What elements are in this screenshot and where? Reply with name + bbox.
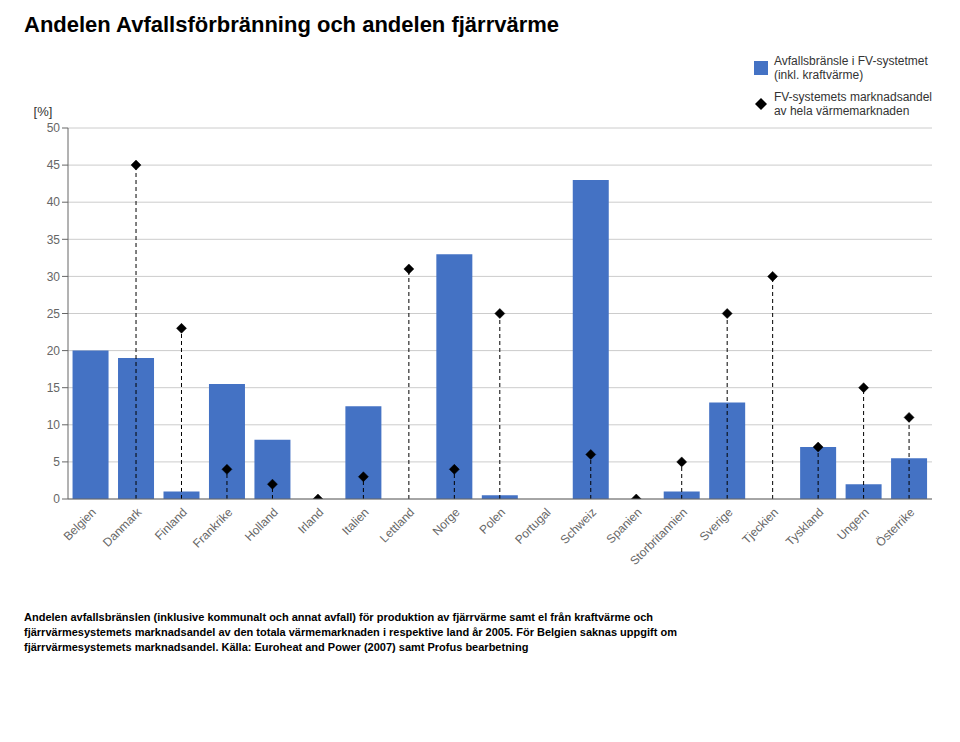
svg-text:10: 10 xyxy=(47,418,61,432)
svg-text:30: 30 xyxy=(47,270,61,284)
svg-text:50: 50 xyxy=(47,121,61,135)
svg-text:Tjeckien: Tjeckien xyxy=(739,505,780,546)
svg-text:Italien: Italien xyxy=(339,505,372,538)
html-text:Andelen avfallsbränslen (inklu: Andelen avfallsbränslen (inklusive kommu… xyxy=(24,611,677,653)
html-text:FV-systemets marknadsandel av: FV-systemets marknadsandel av hela värme… xyxy=(773,90,932,118)
svg-text:20: 20 xyxy=(47,344,61,358)
svg-text:Ungern: Ungern xyxy=(834,505,872,543)
svg-text:Spanien: Spanien xyxy=(604,505,645,546)
svg-text:Holland: Holland xyxy=(242,505,281,544)
svg-text:45: 45 xyxy=(47,158,61,172)
svg-text:15: 15 xyxy=(47,381,61,395)
svg-text:25: 25 xyxy=(47,307,61,321)
svg-text:Storbritannien: Storbritannien xyxy=(627,505,690,568)
svg-text:Finland: Finland xyxy=(152,505,190,543)
svg-text:Portugal: Portugal xyxy=(512,505,554,547)
svg-text:0: 0 xyxy=(53,492,60,506)
svg-text:Tyskland: Tyskland xyxy=(783,505,826,548)
html-text:Avfallsbränsle i FV-systetmet: Avfallsbränsle i FV-systetmet (inkl. kra… xyxy=(773,54,928,82)
svg-text:Österrike: Österrike xyxy=(873,505,918,550)
svg-text:35: 35 xyxy=(47,233,61,247)
svg-text:Danmark: Danmark xyxy=(100,505,145,550)
svg-text:Irland: Irland xyxy=(295,505,326,536)
svg-text:Polen: Polen xyxy=(477,505,509,537)
svg-text:Lettland: Lettland xyxy=(377,505,417,545)
svg-text:Schweiz: Schweiz xyxy=(558,505,599,546)
svg-text:5: 5 xyxy=(53,455,60,469)
html-text:Andelen Avfallsförbränning och: Andelen Avfallsförbränning och andelen f… xyxy=(24,12,559,37)
svg-text:Norge: Norge xyxy=(430,505,463,538)
svg-text:Sverige: Sverige xyxy=(697,505,736,544)
svg-text:40: 40 xyxy=(47,195,61,209)
svg-text:[%]: [%] xyxy=(34,104,53,119)
svg-text:Belgien: Belgien xyxy=(61,505,99,543)
svg-text:Frankrike: Frankrike xyxy=(190,505,235,550)
